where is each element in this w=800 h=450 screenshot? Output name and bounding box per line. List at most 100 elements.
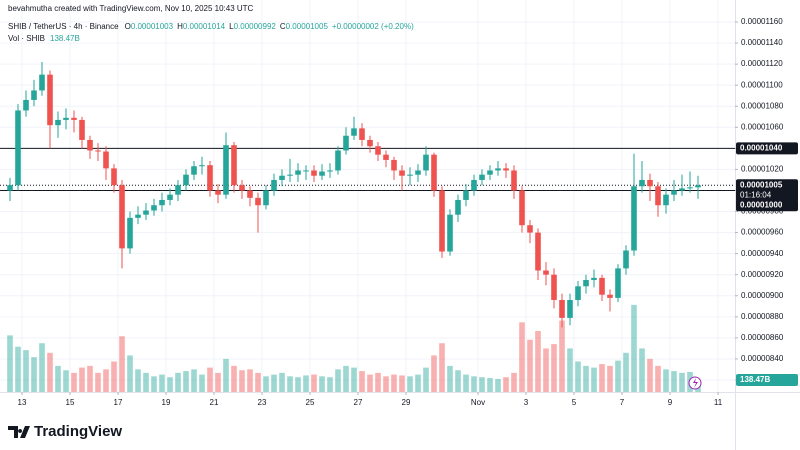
candle-body bbox=[319, 171, 325, 176]
candle-body bbox=[375, 146, 381, 155]
volume-bar bbox=[583, 365, 589, 392]
volume-pane bbox=[7, 304, 701, 392]
volume-bar bbox=[631, 304, 637, 392]
candle-body bbox=[391, 159, 397, 171]
volume-bar bbox=[527, 339, 533, 392]
candle-body bbox=[55, 119, 61, 126]
volume-bar bbox=[495, 378, 501, 392]
x-tick-label: 13 bbox=[18, 398, 27, 407]
candle-body bbox=[687, 187, 693, 189]
candle-body bbox=[519, 190, 525, 226]
candle-body bbox=[607, 294, 613, 298]
volume-bar bbox=[31, 357, 37, 392]
candle-body bbox=[551, 274, 557, 300]
candle-body bbox=[527, 225, 533, 233]
volume-bar bbox=[647, 358, 653, 392]
volume-bar bbox=[95, 372, 101, 392]
x-tick-label: 19 bbox=[162, 398, 171, 407]
candles bbox=[7, 62, 701, 328]
candle-body bbox=[167, 194, 173, 200]
candle-body bbox=[15, 110, 21, 186]
candle-body bbox=[71, 117, 77, 120]
candle-body bbox=[399, 170, 405, 176]
candle-body bbox=[199, 165, 205, 167]
y-tick-label: 0.00000960 bbox=[741, 228, 784, 237]
candle-body bbox=[263, 190, 269, 206]
y-tick-label: 0.00000840 bbox=[741, 354, 784, 363]
candle-body bbox=[599, 277, 605, 295]
volume-bar bbox=[175, 372, 181, 392]
candle-body bbox=[39, 74, 45, 91]
candle-body bbox=[615, 268, 621, 298]
volume-bar bbox=[183, 371, 189, 392]
volume-bar bbox=[71, 372, 77, 392]
volume-bar bbox=[383, 376, 389, 392]
volume-bar bbox=[167, 377, 173, 392]
x-tick-label: 21 bbox=[210, 398, 219, 407]
volume-bar bbox=[391, 374, 397, 392]
x-tick-label: 23 bbox=[258, 398, 267, 407]
axes: 0.00001160 0.00001140 0.00001120 0.00001100… bbox=[18, 17, 798, 407]
volume-value: 138.47B bbox=[50, 34, 80, 43]
volume-bar bbox=[423, 367, 429, 392]
candle-body bbox=[159, 199, 165, 206]
candle-body bbox=[255, 197, 261, 206]
x-tick-label: 9 bbox=[668, 398, 673, 407]
volume-bar bbox=[551, 344, 557, 392]
candle-body bbox=[655, 186, 661, 206]
x-tick-label: 11 bbox=[714, 398, 723, 407]
y-tick-label: 0.00000940 bbox=[741, 249, 784, 258]
volume-bar bbox=[207, 367, 213, 392]
y-tick-label: 0.00001100 bbox=[741, 80, 783, 89]
candle-body bbox=[359, 128, 365, 140]
candle-body bbox=[79, 119, 85, 140]
volume-bar bbox=[319, 376, 325, 392]
candle-body bbox=[191, 166, 197, 175]
candle-body bbox=[631, 186, 637, 251]
volume-bar bbox=[471, 376, 477, 392]
volume-bar bbox=[223, 358, 229, 392]
x-tick-label: 15 bbox=[66, 398, 75, 407]
volume-bar bbox=[543, 348, 549, 392]
candle-body bbox=[271, 179, 277, 191]
candle-body bbox=[111, 168, 117, 186]
volume-bar bbox=[55, 365, 61, 392]
volume-bar bbox=[575, 361, 581, 392]
candle-body bbox=[207, 165, 213, 191]
replay-icon[interactable] bbox=[688, 376, 702, 390]
candle-body bbox=[695, 185, 701, 188]
volume-bar bbox=[655, 365, 661, 392]
candle-body bbox=[7, 185, 13, 191]
candle-body bbox=[431, 154, 437, 191]
volume-bar bbox=[479, 377, 485, 392]
ohlc-value: 0.00001014 bbox=[183, 22, 226, 31]
volume-bar bbox=[303, 375, 309, 392]
volume-bar bbox=[431, 355, 437, 392]
candle-body bbox=[495, 168, 501, 171]
candle-body bbox=[175, 185, 181, 195]
volume-bar bbox=[607, 365, 613, 392]
volume-bar bbox=[7, 335, 13, 392]
volume-bar bbox=[39, 343, 45, 392]
volume-bar bbox=[143, 372, 149, 392]
volume-bar bbox=[671, 371, 677, 392]
candle-body bbox=[623, 250, 629, 269]
volume-bar bbox=[639, 348, 645, 392]
candle-body bbox=[223, 145, 229, 195]
candle-body bbox=[671, 190, 677, 195]
candle-body bbox=[423, 154, 429, 171]
candle-body bbox=[215, 190, 221, 195]
volume-bar bbox=[263, 376, 269, 392]
volume-bar bbox=[127, 355, 133, 392]
volume-bar bbox=[255, 372, 261, 392]
volume-bar bbox=[63, 370, 69, 392]
candle-body bbox=[439, 190, 445, 252]
ohlc-key: H bbox=[177, 22, 183, 31]
volume-bar bbox=[559, 320, 565, 392]
y-tick-label: 0.00001080 bbox=[741, 101, 784, 110]
x-tick-label: 27 bbox=[354, 398, 363, 407]
candle-body bbox=[303, 170, 309, 172]
volume-bar bbox=[503, 377, 509, 392]
